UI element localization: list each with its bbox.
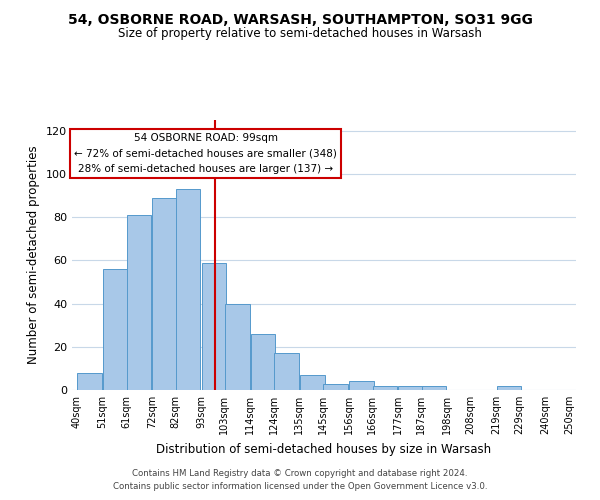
Bar <box>497 386 521 390</box>
Bar <box>300 375 325 390</box>
Bar <box>152 198 177 390</box>
Bar <box>251 334 275 390</box>
Bar <box>398 386 423 390</box>
Bar <box>103 269 128 390</box>
Bar <box>225 304 250 390</box>
Text: 54 OSBORNE ROAD: 99sqm
← 72% of semi-detached houses are smaller (348)
28% of se: 54 OSBORNE ROAD: 99sqm ← 72% of semi-det… <box>74 133 337 174</box>
Text: 54, OSBORNE ROAD, WARSASH, SOUTHAMPTON, SO31 9GG: 54, OSBORNE ROAD, WARSASH, SOUTHAMPTON, … <box>68 12 532 26</box>
Bar <box>77 372 102 390</box>
Bar <box>323 384 348 390</box>
X-axis label: Distribution of semi-detached houses by size in Warsash: Distribution of semi-detached houses by … <box>157 442 491 456</box>
Text: Contains public sector information licensed under the Open Government Licence v3: Contains public sector information licen… <box>113 482 487 491</box>
Bar <box>422 386 446 390</box>
Bar <box>176 189 200 390</box>
Text: Size of property relative to semi-detached houses in Warsash: Size of property relative to semi-detach… <box>118 28 482 40</box>
Bar <box>373 386 397 390</box>
Bar <box>202 262 226 390</box>
Bar <box>127 215 151 390</box>
Text: Contains HM Land Registry data © Crown copyright and database right 2024.: Contains HM Land Registry data © Crown c… <box>132 468 468 477</box>
Y-axis label: Number of semi-detached properties: Number of semi-detached properties <box>28 146 40 364</box>
Bar <box>274 354 299 390</box>
Bar <box>349 382 374 390</box>
